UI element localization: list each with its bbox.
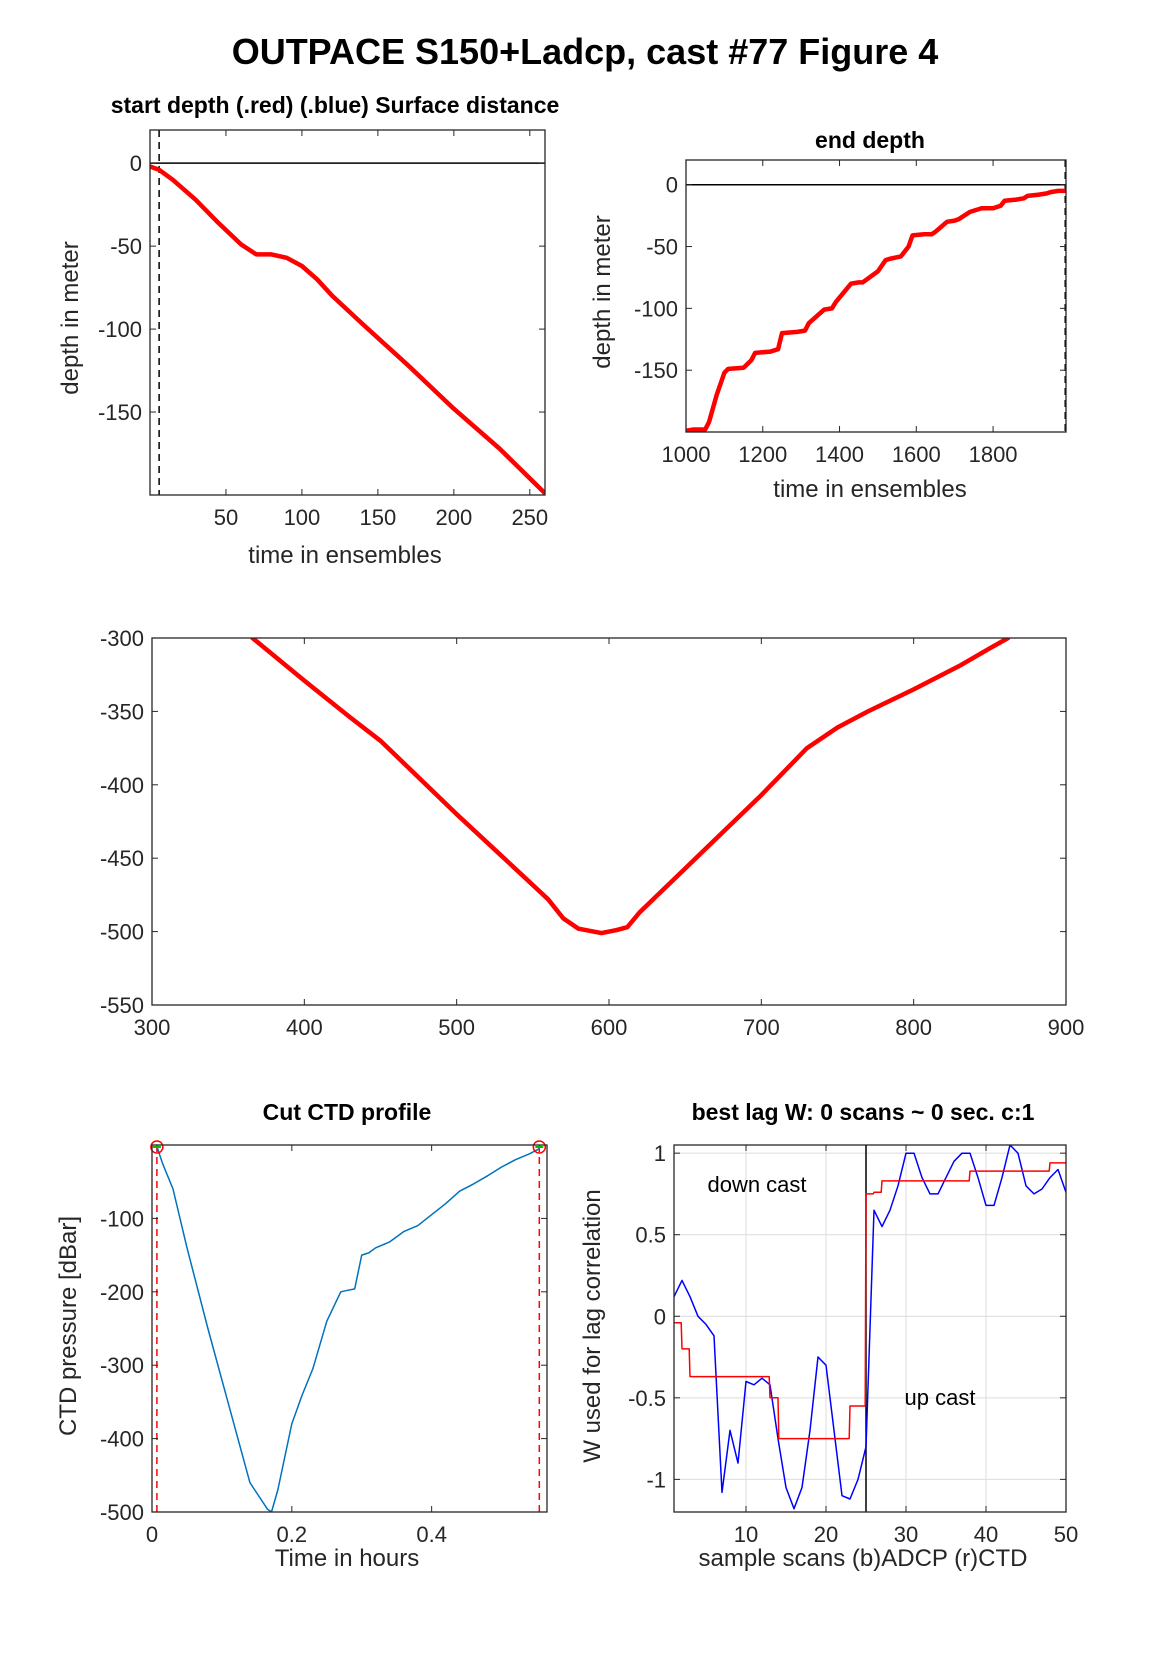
full-depth-panel: 300 400 500 600 700 800 900 -300 -350 -400 -450 -50… bbox=[100, 626, 1084, 1040]
full-depth-plot: 300 400 500 600 700 800 900 -300 -350 -400 -450 -50… bbox=[100, 626, 1084, 1040]
axes-box bbox=[151, 637, 1067, 1006]
x-tick-label: 0.4 bbox=[416, 1522, 447, 1547]
x-tick-label: 1400 bbox=[815, 442, 864, 467]
x-tick-label: 50 bbox=[1054, 1522, 1078, 1547]
x-tick-label: 0.2 bbox=[277, 1522, 308, 1547]
y-tick-label: -0.5 bbox=[628, 1386, 666, 1411]
y-tick-label: 1 bbox=[654, 1141, 666, 1166]
y-tick-label: 0 bbox=[654, 1304, 666, 1329]
series-line bbox=[674, 1145, 1066, 1510]
x-tick-label: 10 bbox=[734, 1522, 758, 1547]
cut-ctd-plot: 0 0.2 0.4 -100 -200 -300 -400 -500 bbox=[100, 1140, 548, 1547]
x-tick-label: 400 bbox=[286, 1015, 323, 1040]
cut-point-marker bbox=[532, 1140, 547, 1154]
y-tick-label: -350 bbox=[100, 699, 144, 724]
x-tick-label: 50 bbox=[214, 505, 238, 530]
start-depth-panel: start depth (.red) (.blue) Surface dista… bbox=[57, 92, 559, 569]
x-tick-label: 900 bbox=[1048, 1015, 1085, 1040]
y-tick-label: -100 bbox=[634, 296, 678, 321]
y-tick-label: -300 bbox=[100, 626, 144, 651]
x-tick-label: 0 bbox=[146, 1522, 158, 1547]
cut-ctd-ylabel: CTD pressure [dBar] bbox=[55, 1216, 82, 1436]
end-depth-ylabel: depth in meter bbox=[589, 215, 616, 368]
end-depth-panel: end depth 1000 1200 1400 1600 1800 0 -50 -100 -1… bbox=[589, 127, 1067, 503]
y-tick-label: -100 bbox=[98, 317, 142, 342]
x-tick-label: 1600 bbox=[892, 442, 941, 467]
start-depth-ylabel: depth in meter bbox=[57, 241, 84, 394]
x-tick-label: 100 bbox=[284, 505, 321, 530]
end-depth-xlabel: time in ensembles bbox=[773, 476, 966, 503]
series-line bbox=[686, 188, 1066, 432]
y-tick-label: -150 bbox=[634, 358, 678, 383]
best-lag-plot: 10 20 30 40 50 1 0.5 0 -0.5 -1 bbox=[628, 1141, 1078, 1547]
best-lag-panel: best lag W: 0 scans ~ 0 sec. c:1 10 20 30 4… bbox=[579, 1099, 1078, 1572]
down-cast-label: down cast bbox=[707, 1172, 806, 1197]
x-tick-label: 30 bbox=[894, 1522, 918, 1547]
start-depth-title: start depth (.red) (.blue) Surface dista… bbox=[111, 92, 560, 118]
x-tick-label: 200 bbox=[435, 505, 472, 530]
y-tick-label: -500 bbox=[100, 920, 144, 945]
x-tick-label: 800 bbox=[895, 1015, 932, 1040]
x-tick-label: 300 bbox=[134, 1015, 171, 1040]
y-tick-label: -500 bbox=[100, 1500, 144, 1525]
x-tick-label: 700 bbox=[743, 1015, 780, 1040]
y-tick-label: -50 bbox=[110, 234, 142, 259]
y-tick-label: -1 bbox=[646, 1467, 666, 1492]
axes-box bbox=[149, 129, 546, 496]
y-tick-label: -50 bbox=[646, 235, 678, 260]
y-tick-label: -400 bbox=[100, 1427, 144, 1452]
end-depth-title: end depth bbox=[815, 127, 925, 153]
figure-title: OUTPACE S150+Ladcp, cast #77 Figure 4 bbox=[232, 31, 939, 72]
y-tick-label: 0 bbox=[666, 173, 678, 198]
x-tick-label: 20 bbox=[814, 1522, 838, 1547]
x-tick-label: 500 bbox=[438, 1015, 475, 1040]
series-line bbox=[156, 1145, 541, 1512]
x-tick-label: 150 bbox=[360, 505, 397, 530]
start-depth-plot: 50 100 150 200 250 0 -50 -100 -150 bbox=[98, 129, 548, 530]
y-tick-label: -300 bbox=[100, 1353, 144, 1378]
best-lag-ylabel: W used for lag correlation bbox=[579, 1189, 606, 1462]
axes-box bbox=[151, 1144, 548, 1513]
y-tick-label: 0 bbox=[130, 151, 142, 176]
start-depth-xlabel: time in ensembles bbox=[248, 542, 441, 569]
x-tick-label: 1200 bbox=[738, 442, 787, 467]
y-tick-label: -150 bbox=[98, 400, 142, 425]
y-tick-label: -100 bbox=[100, 1206, 144, 1231]
x-tick-label: 1800 bbox=[969, 442, 1018, 467]
axes-box bbox=[685, 159, 1067, 433]
y-tick-label: -550 bbox=[100, 993, 144, 1018]
y-tick-label: -200 bbox=[100, 1280, 144, 1305]
series-line bbox=[150, 164, 545, 495]
cut-ctd-panel: Cut CTD profile 0 0.2 0.4 -100 -200 -300 -400 -… bbox=[55, 1099, 548, 1572]
x-tick-label: 1000 bbox=[662, 442, 711, 467]
axes-box bbox=[673, 1144, 1067, 1513]
y-tick-label: -450 bbox=[100, 846, 144, 871]
end-depth-plot: 1000 1200 1400 1600 1800 0 -50 -100 -150 bbox=[634, 159, 1067, 467]
series-line bbox=[250, 638, 1011, 936]
cut-ctd-title: Cut CTD profile bbox=[263, 1099, 432, 1125]
y-tick-label: 0.5 bbox=[635, 1223, 666, 1248]
x-tick-label: 600 bbox=[591, 1015, 628, 1040]
up-cast-label: up cast bbox=[905, 1385, 976, 1410]
x-tick-label: 250 bbox=[511, 505, 548, 530]
best-lag-title: best lag W: 0 scans ~ 0 sec. c:1 bbox=[692, 1099, 1035, 1125]
cut-point-marker bbox=[150, 1140, 164, 1154]
best-lag-xlabel: sample scans (b)ADCP (r)CTD bbox=[699, 1545, 1028, 1572]
y-tick-label: -400 bbox=[100, 773, 144, 798]
x-tick-label: 40 bbox=[974, 1522, 998, 1547]
series-line bbox=[674, 1162, 1066, 1440]
cut-ctd-xlabel: Time in hours bbox=[275, 1545, 420, 1572]
